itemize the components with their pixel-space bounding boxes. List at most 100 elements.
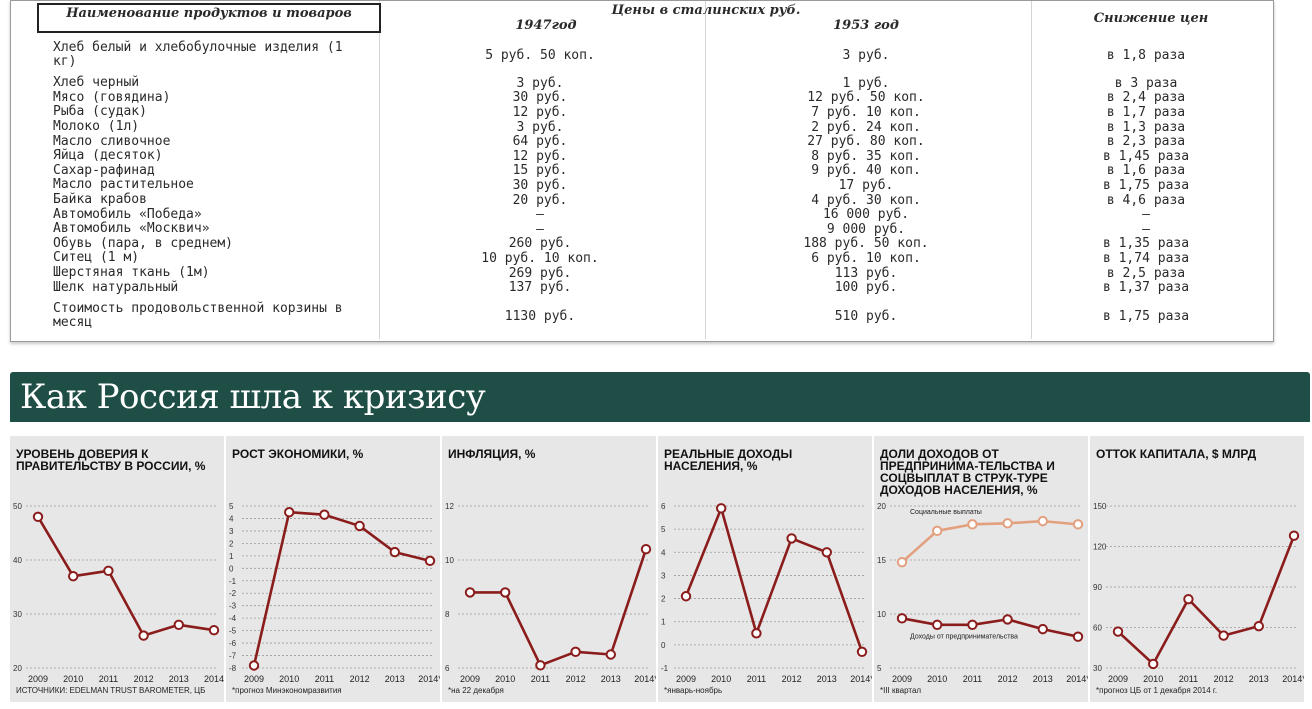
data-point [284, 507, 295, 518]
y-tick-label: -5 [229, 627, 237, 636]
reduction: в 2,5 раза [1106, 265, 1186, 281]
data-point [967, 519, 978, 530]
table-row: Хлеб черный 3 руб. 1 руб. в 3 раза [11, 76, 1273, 91]
data-point [821, 547, 833, 558]
y-tick-label: 1 [661, 618, 666, 627]
price-1953: 113 руб. [834, 265, 898, 281]
x-tick-label: 2010 [495, 674, 515, 684]
y-tick-label: 50 [13, 502, 22, 511]
data-point [68, 571, 79, 582]
reduction: в 1,45 раза [1102, 148, 1190, 164]
row-name: Байка крабов [53, 192, 147, 208]
y-tick-label: 5 [877, 664, 882, 673]
reduction: в 4,6 раза [1106, 192, 1186, 208]
reduction: в 1,75 раза [1102, 177, 1190, 193]
price-1947: 12 руб. [512, 104, 568, 120]
data-point [1218, 630, 1229, 641]
y-tick-label: 20 [13, 664, 22, 673]
chart-panel: ДОЛИ ДОХОДОВ ОТ ПРЕДПРИНИМА-ТЕЛЬСТВА И С… [874, 436, 1088, 702]
x-tick-label: 2012 [1214, 674, 1234, 684]
data-point [932, 619, 943, 631]
y-tick-label: -4 [229, 614, 237, 623]
chart-title: РЕАЛЬНЫЕ ДОХОДЫ НАСЕЛЕНИЯ, % [664, 447, 793, 473]
price-1953: 17 руб. [838, 177, 894, 193]
y-tick-label: 8 [445, 610, 450, 619]
data-point [500, 587, 511, 598]
price-1947: 30 руб. [512, 177, 568, 193]
section-banner: Как Россия шла к кризису [10, 372, 1310, 422]
chart-title: ИНФЛЯЦИЯ, % [448, 447, 536, 461]
x-tick-label: 2012 [782, 674, 802, 684]
table-row: Шерстяная ткань (1м) 269 руб. 113 руб. в 2,… [11, 266, 1273, 281]
chart-panel: РЕАЛЬНЫЕ ДОХОДЫ НАСЕЛЕНИЯ, % *январь-нояб… [658, 436, 872, 702]
y-tick-label: -1 [229, 577, 237, 586]
data-point [570, 646, 581, 658]
y-tick-label: -6 [229, 639, 237, 648]
y-tick-label: 30 [13, 610, 22, 619]
price-1953: 6 руб. 10 коп. [811, 250, 921, 266]
price-1947: — [536, 221, 544, 237]
reduction: в 1,74 раза [1102, 250, 1190, 266]
x-tick-label: 2011 [747, 674, 766, 684]
price-1953: 9 000 руб. [826, 221, 906, 237]
price-1947: 15 руб. [512, 163, 568, 179]
price-1947: 137 руб. [508, 280, 572, 296]
data-point [354, 520, 365, 532]
y-tick-label: 2 [229, 539, 234, 548]
price-1947: 5 руб. 50 коп. [485, 47, 595, 63]
y-tick-label: 6 [445, 664, 450, 673]
data-point [1002, 518, 1013, 529]
series-label: Социальные выплаты [910, 509, 982, 516]
price-1947: 30 руб. [512, 90, 568, 106]
y-tick-label: -2 [229, 589, 237, 598]
table-row: Хлеб белый и хлебобулочные изделия (1 кг… [11, 34, 1273, 76]
row-name: Автомобиль «Москвич» [53, 221, 210, 237]
data-point [319, 509, 330, 520]
data-point [1253, 620, 1265, 632]
y-tick-label: 15 [877, 556, 886, 565]
y-tick-label: 40 [13, 556, 22, 565]
price-1947: 3 руб. [516, 75, 564, 91]
y-tick-label: 5 [229, 502, 234, 511]
row-name: Рыба (судак) [53, 104, 147, 120]
chart-svg: 20 30 40 50 2009 2010 2011 2012 2013 2014 [13, 502, 224, 684]
x-tick-label: 2010 [1143, 674, 1163, 684]
data-point [680, 591, 692, 602]
data-point [1072, 631, 1084, 642]
series-line [36, 516, 215, 637]
panel-separator [440, 436, 442, 704]
panel-separator [872, 436, 874, 704]
column-divider [379, 1, 380, 339]
table-row: Шелк натуральный 137 руб. 100 руб. в 1,37 р… [11, 280, 1273, 295]
y-tick-label: 10 [445, 556, 454, 565]
row-name: Ситец (1 м) [53, 250, 140, 266]
chart-footnote: *прогноз ЦБ от 1 декабря 2014 г. [1096, 686, 1218, 695]
chart-panel: РОСТ ЭКОНОМИКИ, % *прогноз Минэкономразви… [226, 436, 440, 702]
reduction: в 1,7 раза [1106, 104, 1186, 120]
y-tick-label: 150 [1093, 502, 1107, 511]
data-point [856, 646, 868, 658]
x-tick-label: 2011 [531, 674, 550, 684]
panel-separator [656, 436, 658, 704]
y-tick-label: 6 [661, 502, 666, 511]
table-row: Автомобиль «Победа» — 16 000 руб. — [11, 207, 1273, 222]
data-point [389, 546, 401, 558]
x-tick-label: 2013 [385, 674, 405, 684]
panel-separator [1088, 436, 1090, 704]
x-tick-label: 2013 [1249, 674, 1269, 684]
price-1947: 10 руб. 10 коп. [481, 250, 599, 266]
table-row: Сахар-рафинад 15 руб. 9 руб. 40 коп. в 1,6 … [11, 163, 1273, 179]
charts-strip: УРОВЕНЬ ДОВЕРИЯ К ПРАВИТЕЛЬСТВУ В РОССИИ… [10, 436, 1308, 704]
price-1947: 260 руб. [508, 236, 572, 252]
y-tick-label: 20 [877, 502, 886, 511]
chart-footnote: *прогноз Минэкономразвития [232, 686, 342, 695]
y-tick-label: -8 [229, 664, 237, 673]
reduction: в 1,3 раза [1106, 119, 1186, 135]
x-tick-label: 2014* [1066, 674, 1088, 684]
x-tick-label: 2014 [204, 674, 224, 684]
header-year-1953: 1953 год [833, 18, 899, 33]
table-row: Байка крабов 20 руб. 4 руб. 30 коп. в 4,6 р… [11, 193, 1273, 208]
price-1947: 12 руб. [512, 148, 568, 164]
x-tick-label: 2013 [1033, 674, 1053, 684]
x-tick-label: 2011 [315, 674, 334, 684]
